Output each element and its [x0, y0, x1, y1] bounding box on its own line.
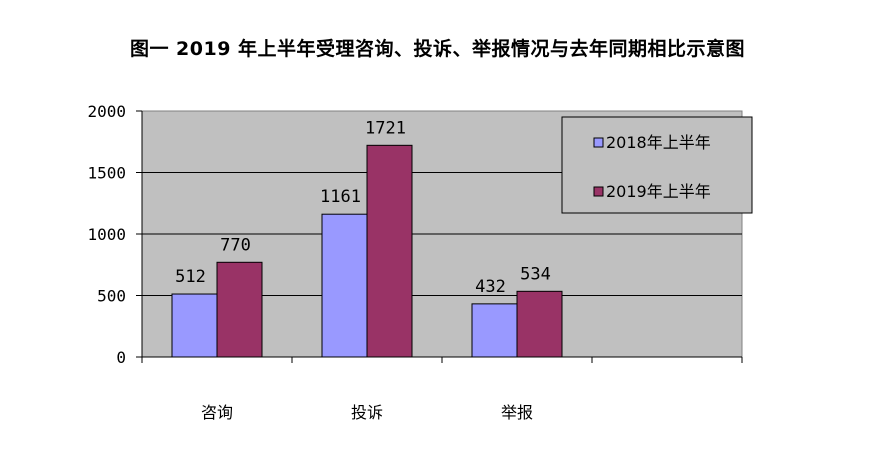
data-label: 432	[475, 277, 506, 297]
legend-label: 2019年上半年	[606, 182, 711, 201]
chart-title: 图一 2019 年上半年受理咨询、投诉、举报情况与去年同期相比示意图	[129, 38, 746, 60]
y-tick-label: 1500	[87, 164, 126, 183]
y-tick-label: 1000	[87, 225, 126, 244]
data-label: 534	[520, 264, 551, 284]
legend-swatch	[593, 137, 604, 148]
data-label: 1161	[320, 187, 361, 207]
bar-2	[216, 261, 263, 358]
y-tick-label: 2000	[87, 102, 126, 121]
x-category-label: 投诉	[351, 403, 383, 422]
bar-2	[516, 290, 563, 358]
legend-label: 2018年上半年	[606, 133, 711, 152]
x-category-label: 咨询	[201, 403, 233, 422]
bar-2	[366, 144, 413, 358]
data-label: 770	[220, 235, 251, 255]
y-tick-label: 0	[116, 348, 126, 367]
bar-1	[321, 213, 368, 358]
legend-swatch	[593, 186, 604, 197]
legend-box	[561, 116, 753, 214]
bar-1	[471, 303, 518, 358]
bar-1	[171, 293, 218, 358]
data-label: 1721	[365, 118, 406, 138]
data-label: 512	[175, 267, 206, 287]
x-category-label: 举报	[501, 403, 533, 422]
y-tick-label: 500	[97, 287, 126, 306]
